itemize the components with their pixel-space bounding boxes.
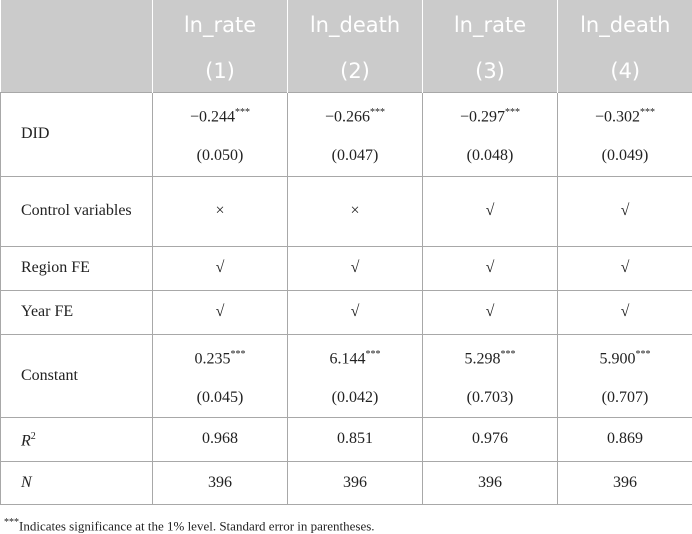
cell: √ [152,245,288,291]
std-error: (0.049) [601,147,649,165]
cell: √ [422,289,558,335]
label-superscript: 2 [30,431,36,443]
coefficient: 6.144*** [288,335,422,378]
table-body: DID −0.244*** (0.050) −0.266*** (0.047) −0.29… [0,91,692,505]
cell: 0.235*** (0.045) [152,333,288,418]
coefficient: −0.297*** [423,93,557,136]
footnote-marker: *** [4,516,19,528]
cell: × [287,175,423,247]
coef-value: −0.302 [594,108,641,126]
column-name: ln_rate [422,0,558,50]
std-error: (0.707) [601,388,649,406]
cell: −0.266*** (0.047) [287,91,423,177]
coefficient: −0.244*** [153,93,287,136]
coef-value: 5.900 [599,349,636,367]
coefficient: −0.302*** [558,93,692,136]
coef-stars: *** [230,348,246,360]
cell: √ [557,289,692,335]
column-number: (3) [422,50,558,92]
column-name: ln_death [287,0,423,50]
coef-stars: *** [500,348,516,360]
row-label: Region FE [0,245,153,291]
table-header: ln_rate ln_death ln_rate ln_death (1) (2) (3)… [0,0,692,92]
label-text: R [21,432,31,450]
coefficient: 0.235*** [153,335,287,378]
table-row: R2 0.968 0.851 0.976 0.869 [0,416,692,462]
coef-value: 6.144 [329,349,366,367]
row-label: R2 [0,416,153,462]
cell: −0.297*** (0.048) [422,91,558,177]
cell: 0.869 [557,416,692,462]
cell: √ [152,289,288,335]
row-label: Year FE [0,289,153,335]
coef-stars: *** [370,106,386,118]
coefficient: 5.900*** [558,335,692,378]
cell: √ [557,175,692,247]
cell: 0.976 [422,416,558,462]
std-error: (0.047) [331,147,379,165]
row-label: Constant [0,333,153,418]
coef-value: −0.297 [459,108,506,126]
coef-stars: *** [505,106,521,118]
table-row: Year FE √ √ √ √ [0,289,692,335]
cell: 5.298*** (0.703) [422,333,558,418]
std-error: (0.042) [331,388,379,406]
header-cell [0,50,153,92]
cell: √ [422,245,558,291]
std-error: (0.703) [466,388,514,406]
cell: 5.900*** (0.707) [557,333,692,418]
coef-stars: *** [635,348,651,360]
label-text: N [21,473,32,491]
results-table: ln_rate ln_death ln_rate ln_death (1) (2) (3)… [0,0,692,505]
row-label: Control variables [0,175,153,247]
cell: −0.302*** (0.049) [557,91,692,177]
cell: 0.968 [152,416,288,462]
column-name: ln_rate [152,0,288,50]
coefficient: −0.266*** [288,93,422,136]
cell: √ [287,289,423,335]
coef-value: 5.298 [464,349,501,367]
coef-stars: *** [365,348,381,360]
cell: √ [422,175,558,247]
cell: 0.851 [287,416,423,462]
footnote: ***Indicates significance at the 1% leve… [4,517,692,534]
header-row: (1) (2) (3) (4) [0,50,692,92]
cell: √ [557,245,692,291]
cell: 396 [152,460,288,505]
table-row: N 396 396 396 396 [0,460,692,505]
coef-value: 0.235 [194,349,231,367]
cell: 6.144*** (0.042) [287,333,423,418]
column-number: (2) [287,50,423,92]
table-row: Control variables × × √ √ [0,175,692,247]
coef-value: −0.266 [324,108,371,126]
cell: 396 [557,460,692,505]
table-row: DID −0.244*** (0.050) −0.266*** (0.047) −0.29… [0,91,692,177]
coef-stars: *** [640,106,656,118]
coef-value: −0.244 [189,108,236,126]
coef-stars: *** [235,106,251,118]
coefficient: 5.298*** [423,335,557,378]
row-label: N [0,460,153,505]
column-name: ln_death [557,0,692,50]
header-row: ln_rate ln_death ln_rate ln_death [0,0,692,50]
std-error: (0.048) [466,147,514,165]
table-row: Region FE √ √ √ √ [0,245,692,291]
column-number: (1) [152,50,288,92]
footnote-text: Indicates significance at the 1% level. … [19,518,375,534]
cell: 396 [422,460,558,505]
cell: √ [287,245,423,291]
row-label: DID [0,91,153,177]
header-cell [0,0,153,50]
cell: 396 [287,460,423,505]
std-error: (0.050) [196,147,244,165]
cell: −0.244*** (0.050) [152,91,288,177]
column-number: (4) [557,50,692,92]
cell: × [152,175,288,247]
std-error: (0.045) [196,388,244,406]
table-row: Constant 0.235*** (0.045) 6.144*** (0.042) 5.… [0,333,692,418]
